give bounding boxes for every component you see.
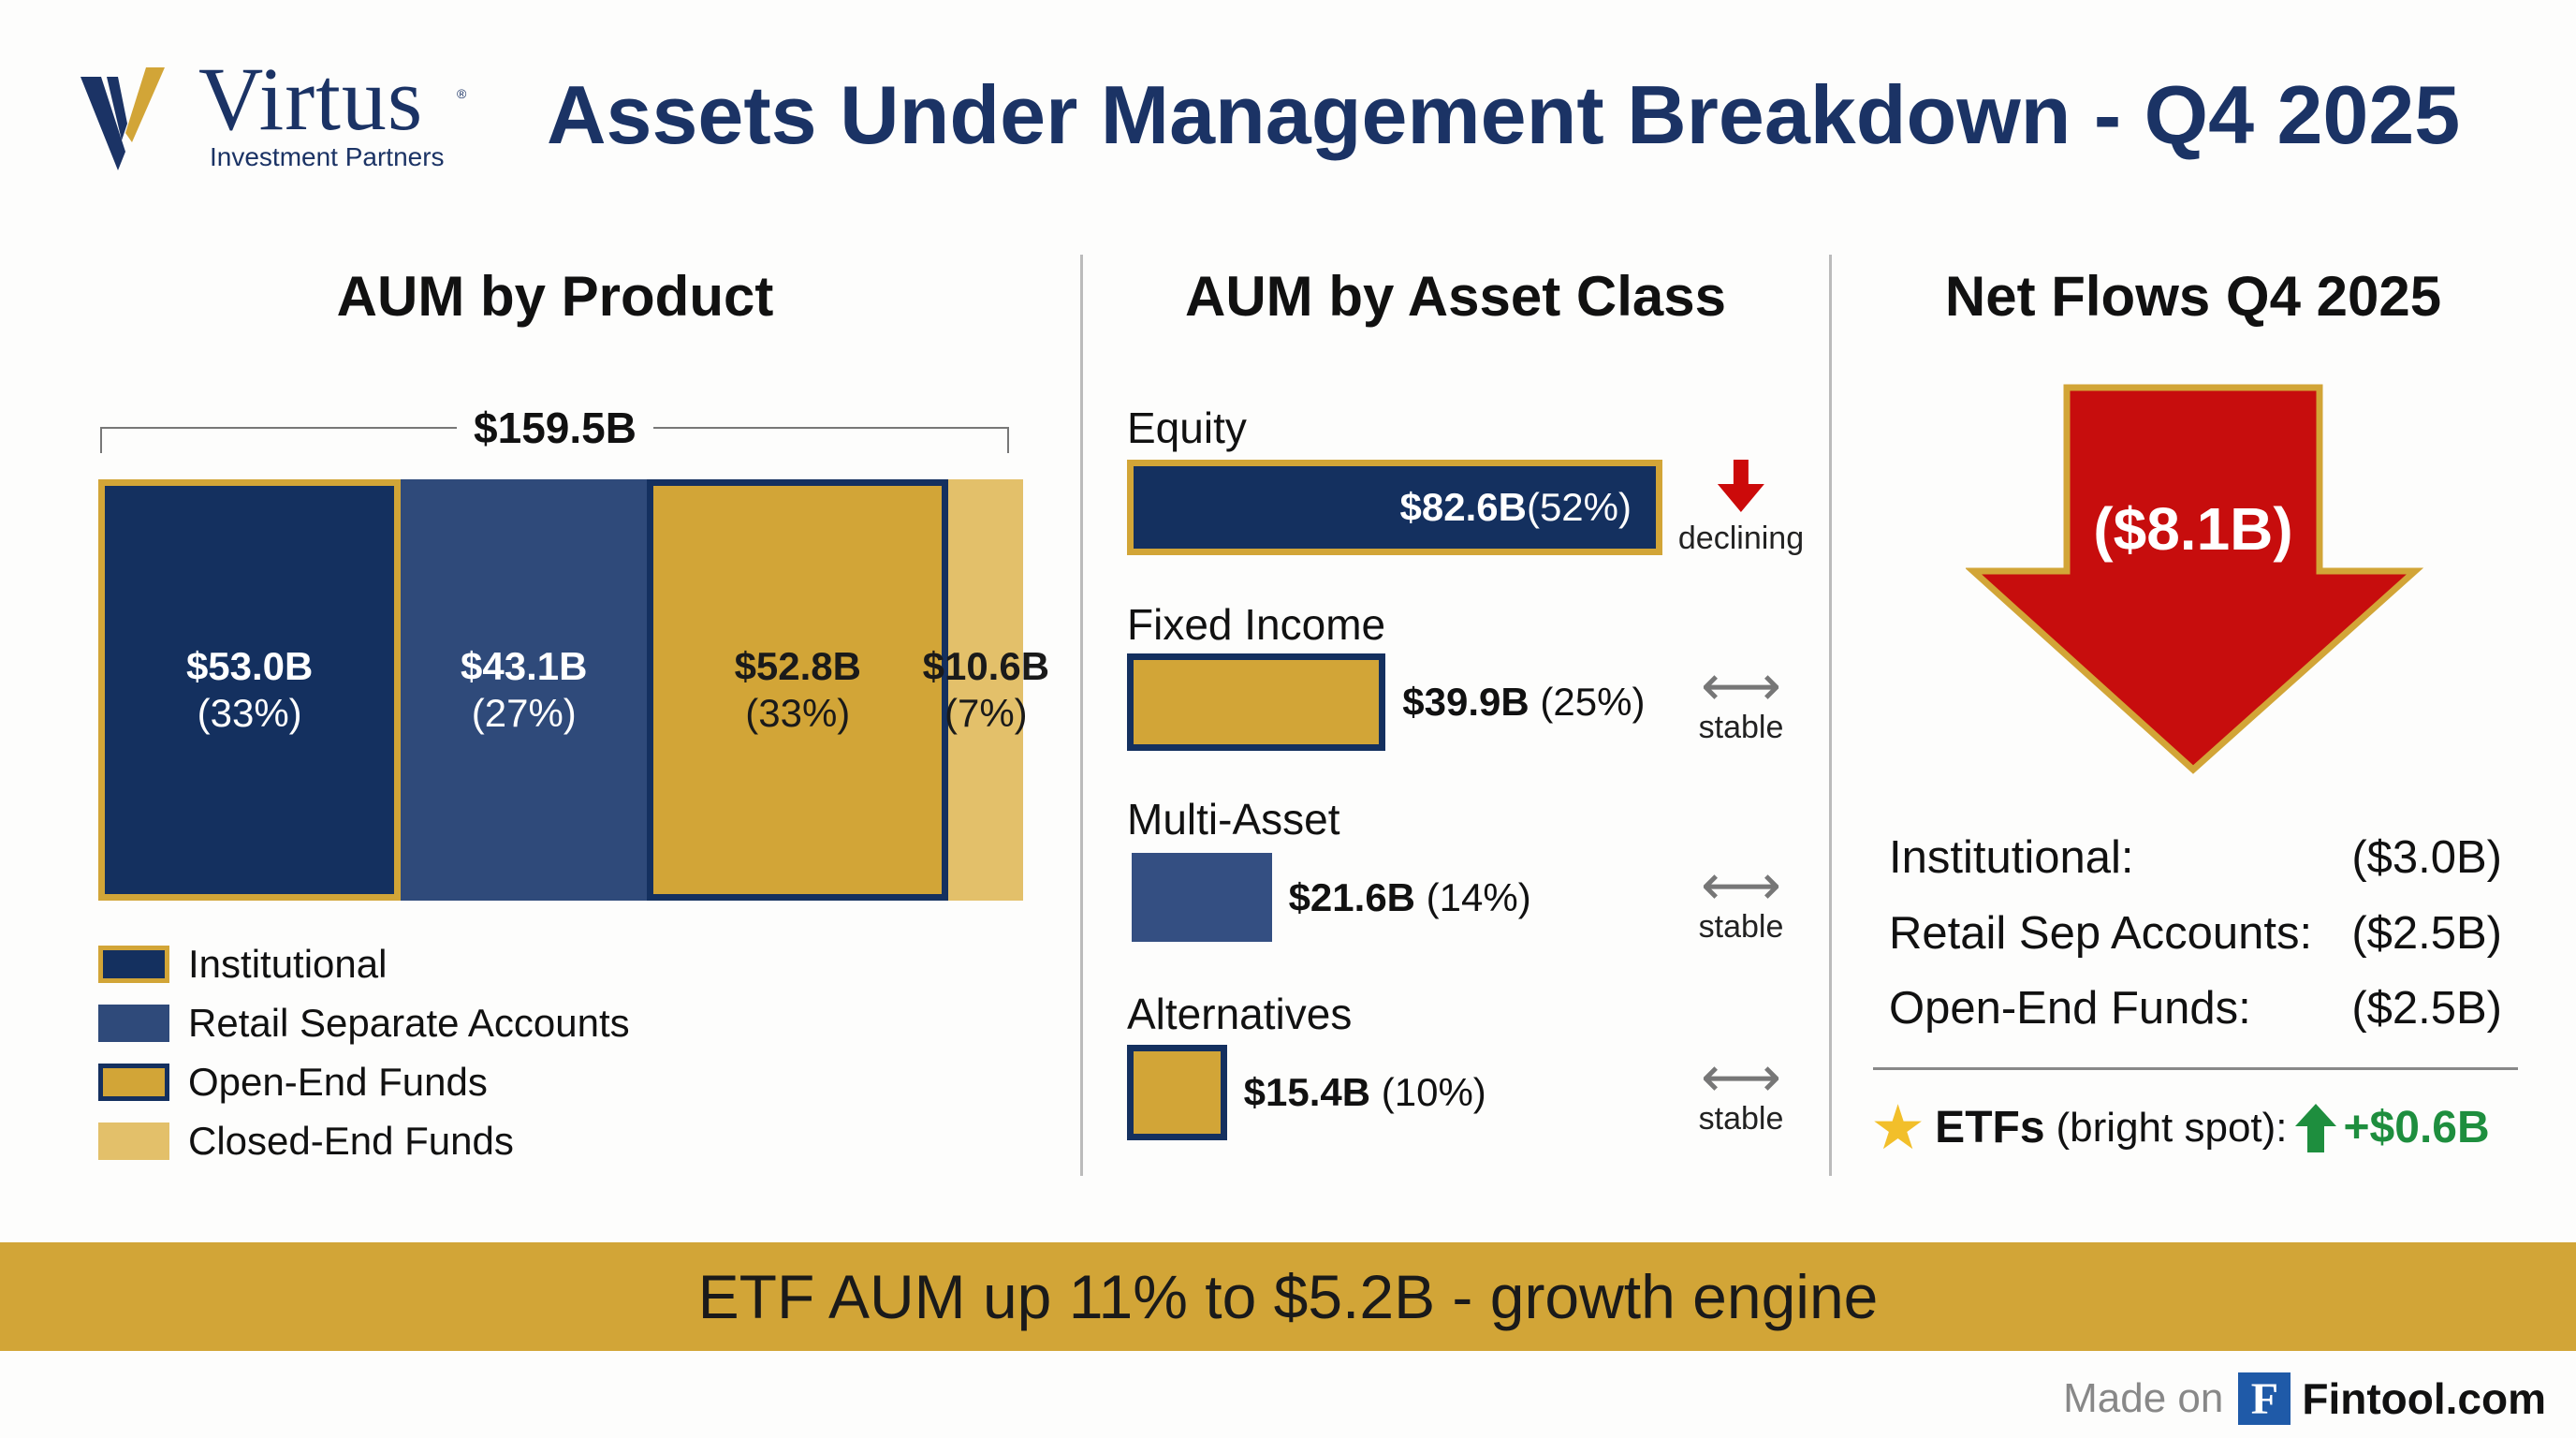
trend-indicator: declining [1678, 460, 1804, 557]
bar-pct-label: (14%) [1415, 874, 1531, 919]
flow-row-institutional: Institutional: ($3.0B) [1889, 831, 2502, 884]
asset-class-value: $39.9B (25%) [1402, 680, 1645, 725]
trend-label: stable [1698, 710, 1784, 745]
trend-label: stable [1698, 909, 1784, 945]
etf-note: (bright spot): [2056, 1104, 2288, 1151]
bidirectional-arrow-icon: ⟷ [1700, 854, 1782, 917]
net-outflow-arrow-icon [1966, 384, 2424, 774]
page-title: Assets Under Management Breakdown - Q4 2… [547, 68, 2461, 161]
net-flows-total: ($8.1B) [2093, 495, 2293, 563]
logo-registered: ® [457, 86, 467, 101]
etf-value: +$0.6B [2343, 1103, 2490, 1152]
footer-credit[interactable]: Made on F Fintool.com [2063, 1372, 2546, 1425]
bar-value-label: $53.0B [185, 644, 314, 688]
legend-item: Open-End Funds [98, 1060, 488, 1105]
asset-class-value: $15.4B (10%) [1244, 1070, 1486, 1115]
fintool-logo-icon: F [2238, 1372, 2291, 1425]
up-arrow-icon [2294, 1103, 2336, 1152]
asset-class-label: Fixed Income [1127, 600, 1386, 649]
legend-item: Closed-End Funds [98, 1119, 514, 1164]
asset-class-value: $21.6B (14%) [1289, 875, 1531, 920]
trend-label: stable [1698, 1101, 1784, 1137]
down-arrow-icon [1718, 460, 1764, 512]
fintool-link[interactable]: Fintool.com [2302, 1374, 2546, 1423]
flow-row-open-end: Open-End Funds: ($2.5B) [1889, 982, 2502, 1034]
bar-value-label: $15.4B [1243, 1070, 1371, 1114]
trend-indicator: ⟷ stable [1698, 1046, 1784, 1137]
flow-row-retail-sep: Retail Sep Accounts: ($2.5B) [1889, 907, 2502, 960]
asset-class-section-title: AUM by Asset Class [1185, 265, 1726, 328]
asset-class-label: Equity [1127, 404, 1247, 452]
total-label: $159.5B [457, 403, 653, 453]
legend-swatch [98, 1123, 169, 1160]
flow-label: Institutional: [1889, 832, 2134, 883]
virtus-logo-icon [80, 67, 165, 170]
star-icon: ★ [1870, 1093, 1926, 1162]
legend-swatch [98, 946, 169, 983]
legend-swatch [98, 1005, 169, 1042]
legend-label: Institutional [188, 942, 388, 986]
bar-value-label: $39.9B [1402, 680, 1530, 724]
asset-class-bar [1132, 853, 1272, 942]
product-bar-0: $53.0B (33%) [98, 479, 402, 901]
legend-swatch [98, 1064, 169, 1101]
bar-pct-label: (33%) [745, 691, 851, 735]
legend-label: Open-End Funds [188, 1060, 488, 1104]
bar-pct-label: (33%) [197, 691, 302, 735]
logo-tagline: Investment Partners [210, 142, 445, 171]
bar-pct-label: (25%) [1529, 680, 1646, 724]
highlight-banner: ETF AUM up 11% to $5.2B - growth engine [0, 1242, 2576, 1351]
legend-item: Institutional [98, 942, 387, 987]
legend-item: Retail Separate Accounts [98, 1001, 630, 1046]
bar-value-label: $43.1B [461, 644, 588, 688]
net-flows-section-title: Net Flows Q4 2025 [1944, 265, 2442, 328]
trend-label: declining [1677, 521, 1805, 556]
trend-indicator: ⟷ stable [1698, 654, 1784, 746]
section-divider [1080, 255, 1083, 1176]
bar-value-label: $10.6B [922, 644, 1050, 688]
flow-value: ($2.5B) [2351, 983, 2502, 1034]
flow-value: ($3.0B) [2351, 832, 2502, 883]
bar-value-label: $52.8B [734, 644, 861, 688]
flow-label: Open-End Funds: [1889, 983, 2251, 1034]
bidirectional-arrow-icon: ⟷ [1700, 1046, 1782, 1108]
asset-class-label: Multi-Asset [1127, 795, 1340, 844]
bar-pct-label: (10%) [1370, 1070, 1486, 1114]
trend-indicator: ⟷ stable [1698, 854, 1784, 946]
bar-value-label: $82.6B [1399, 485, 1527, 529]
bar-pct-label: (27%) [471, 691, 577, 735]
bidirectional-arrow-icon: ⟷ [1700, 654, 1782, 717]
product-bar-3: $10.6B (7%) [923, 479, 1049, 901]
asset-class-label: Alternatives [1127, 990, 1353, 1038]
flows-divider [1873, 1067, 2518, 1070]
flow-label: Retail Sep Accounts: [1889, 908, 2313, 959]
legend-label: Closed-End Funds [188, 1119, 514, 1163]
bar-pct-label: (7%) [944, 691, 1028, 735]
asset-class-bar: $82.6B (52%) [1127, 460, 1662, 555]
legend-label: Retail Separate Accounts [188, 1001, 630, 1045]
bar-pct-label: (52%) [1526, 485, 1632, 529]
product-bar-1: $43.1B (27%) [401, 479, 648, 901]
banner-text: ETF AUM up 11% to $5.2B - growth engine [697, 1262, 1879, 1331]
etf-bright-spot: ★ ETFs (bright spot): +$0.6B [1870, 1092, 2490, 1164]
section-divider [1829, 255, 1832, 1176]
product-bar-2: $52.8B (33%) [647, 479, 949, 901]
flow-value: ($2.5B) [2351, 908, 2502, 959]
asset-class-bar [1127, 653, 1386, 751]
bar-value-label: $21.6B [1288, 874, 1416, 919]
etf-label: ETFs [1935, 1103, 2045, 1152]
logo-wordmark: Virtus [198, 49, 424, 149]
asset-class-bar [1127, 1045, 1227, 1140]
product-section-title: AUM by Product [336, 265, 774, 328]
made-on-text: Made on [2063, 1375, 2224, 1421]
